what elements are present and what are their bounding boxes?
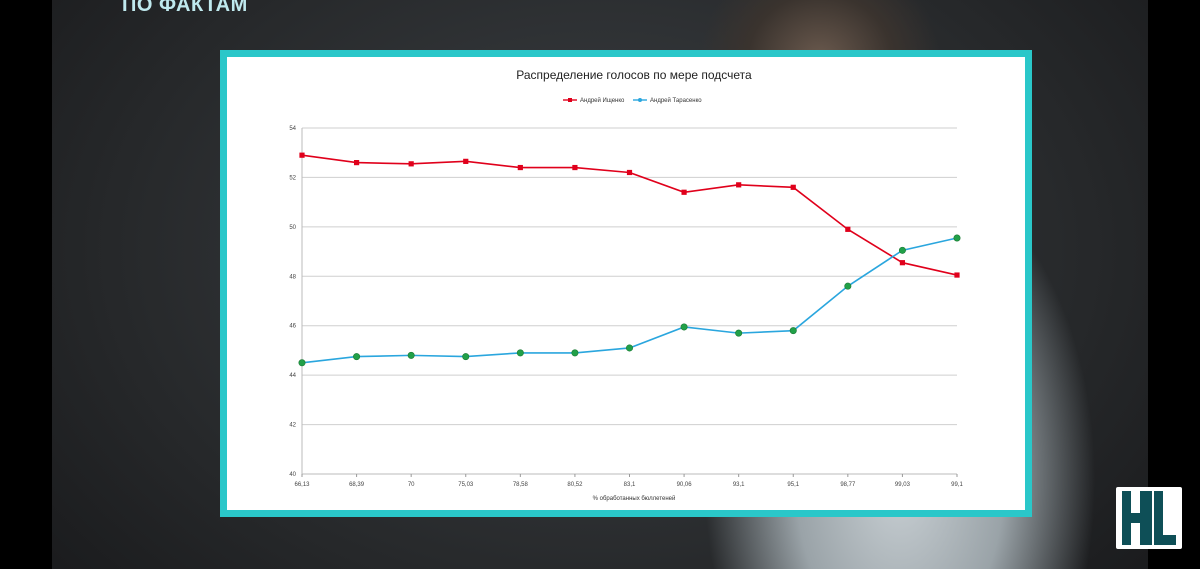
x-tick-label: 98,77 [840, 482, 856, 488]
data-point [298, 359, 306, 367]
y-axis-ticks: 40 42 44 46 48 50 52 54 [289, 126, 296, 478]
line-chart: Распределение голосов по мере подсчета А… [289, 68, 963, 502]
data-point [954, 272, 960, 278]
data-point [463, 158, 469, 164]
x-tick-label: 66,13 [294, 482, 310, 488]
x-tick-label: 90,06 [677, 482, 693, 488]
y-tick-label: 52 [289, 175, 296, 181]
legend-label: Андрей Ищенко [580, 97, 625, 104]
grid-lines [301, 127, 957, 475]
x-tick-label: 80,52 [567, 482, 583, 488]
data-point [735, 329, 743, 337]
x-tick-label: 78,58 [513, 482, 529, 488]
x-tick-label: 68,39 [349, 482, 365, 488]
x-tick-label: 99,03 [895, 482, 911, 488]
chart-title: Распределение голосов по мере подсчета [516, 68, 752, 82]
hl-logo [1116, 487, 1182, 549]
data-point [571, 349, 579, 357]
legend-marker [638, 98, 642, 102]
data-point [680, 323, 688, 331]
logo-l-letter [1154, 491, 1176, 545]
x-tick-label: 70 [408, 482, 415, 488]
x-tick-label: 75,03 [458, 482, 474, 488]
data-point [516, 349, 524, 357]
legend-label: Андрей Тарасенко [650, 97, 702, 104]
data-point [572, 164, 578, 171]
data-point [845, 226, 851, 232]
data-point [353, 160, 360, 166]
y-tick-label: 50 [289, 225, 296, 231]
x-tick-label: 83,1 [624, 482, 636, 488]
x-tick-label: 99,1 [951, 482, 963, 488]
y-tick-label: 40 [289, 472, 296, 478]
y-tick-label: 42 [289, 423, 296, 429]
chart-card: Распределение голосов по мере подсчета А… [220, 50, 1032, 517]
data-point [844, 282, 852, 290]
chart-legend: Андрей Ищенко Андрей Тарасенко [563, 97, 702, 104]
data-point [353, 353, 361, 361]
data-point [898, 246, 906, 254]
x-axis-label: % обработанных бюллетеней [593, 495, 676, 502]
data-point [299, 152, 305, 158]
data-point [626, 169, 633, 176]
y-tick-label: 46 [289, 324, 296, 330]
y-tick-label: 54 [289, 126, 296, 132]
data-point [681, 189, 687, 195]
data-point [625, 344, 633, 352]
x-tick-label: 95,1 [787, 482, 799, 488]
data-point [789, 327, 797, 335]
series-line-2 [301, 237, 958, 364]
brand-caption: ПО ФАКТАМ [122, 0, 248, 16]
y-tick-label: 48 [289, 274, 296, 280]
legend-marker [568, 98, 572, 102]
data-point [408, 161, 414, 167]
data-point [953, 234, 961, 242]
data-point [790, 184, 796, 190]
data-point [462, 353, 470, 361]
data-point [736, 182, 742, 188]
logo-h-letter [1122, 491, 1152, 545]
data-point [517, 164, 523, 171]
y-tick-label: 44 [289, 373, 296, 379]
x-tick-label: 93,1 [733, 482, 745, 488]
series-layer [298, 152, 961, 367]
letterbox-right [1148, 0, 1200, 569]
data-point [899, 260, 906, 266]
letterbox-left [0, 0, 52, 569]
data-point [407, 351, 415, 359]
x-axis-ticks: 66,13 68,39 70 75,03 78,58 80,52 83,1 90,06 93,1… [294, 474, 963, 488]
